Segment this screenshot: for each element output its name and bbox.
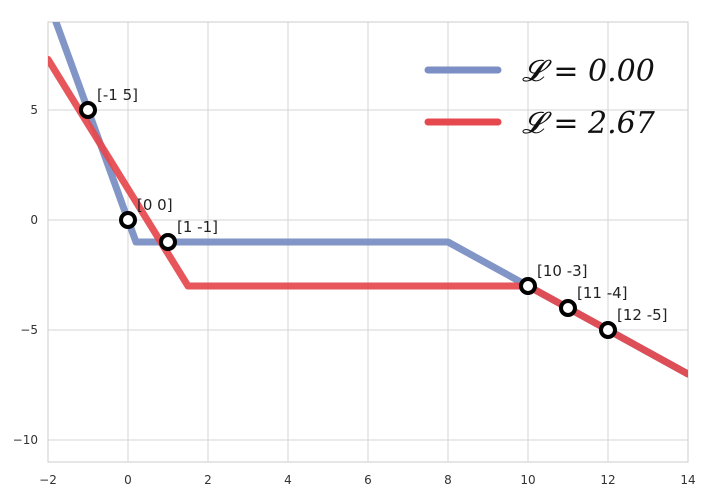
x-tick-labels: −2 0 2 4 6 8 10 12 14 [39,473,695,487]
data-point-label: [1 -1] [177,218,218,236]
x-tick-label: 4 [284,473,292,487]
data-point [519,277,537,295]
data-points: [-1 5] [0 0][1 -1] [10 -3] [11 -4] [12 -5] [79,86,668,339]
y-tick-label: 0 [30,213,38,227]
y-tick-label: 5 [30,103,38,117]
legend-label: 𝓛 = 2.67 [522,106,656,141]
data-point-label: [-1 5] [97,86,138,104]
data-point-label: [11 -4] [577,284,628,302]
y-tick-labels: −10 −5 0 5 [13,103,38,447]
plot-border [47,21,689,463]
data-point [119,211,137,229]
x-tick-label: 6 [364,473,372,487]
data-point [159,233,177,251]
x-tick-label: −2 [39,473,57,487]
y-tick-label: −10 [13,433,38,447]
legend: 𝓛 = 0.00 𝓛 = 2.67 [424,54,656,141]
data-point-label: [0 0] [137,196,173,214]
x-tick-label: 8 [444,473,452,487]
data-point [599,321,617,339]
x-tick-label: 10 [520,473,535,487]
data-point [79,101,97,119]
y-tick-label: −5 [20,323,38,337]
x-tick-label: 12 [600,473,615,487]
x-tick-label: 14 [680,473,695,487]
legend-label: 𝓛 = 0.00 [522,54,655,89]
data-point [559,299,577,317]
x-tick-label: 2 [204,473,212,487]
x-tick-label: 0 [124,473,132,487]
data-point-label: [10 -3] [537,262,588,280]
data-point-label: [12 -5] [617,306,668,324]
plot-frame [47,21,689,463]
